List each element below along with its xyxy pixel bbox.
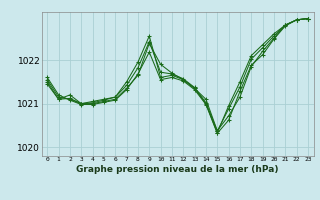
X-axis label: Graphe pression niveau de la mer (hPa): Graphe pression niveau de la mer (hPa) bbox=[76, 165, 279, 174]
